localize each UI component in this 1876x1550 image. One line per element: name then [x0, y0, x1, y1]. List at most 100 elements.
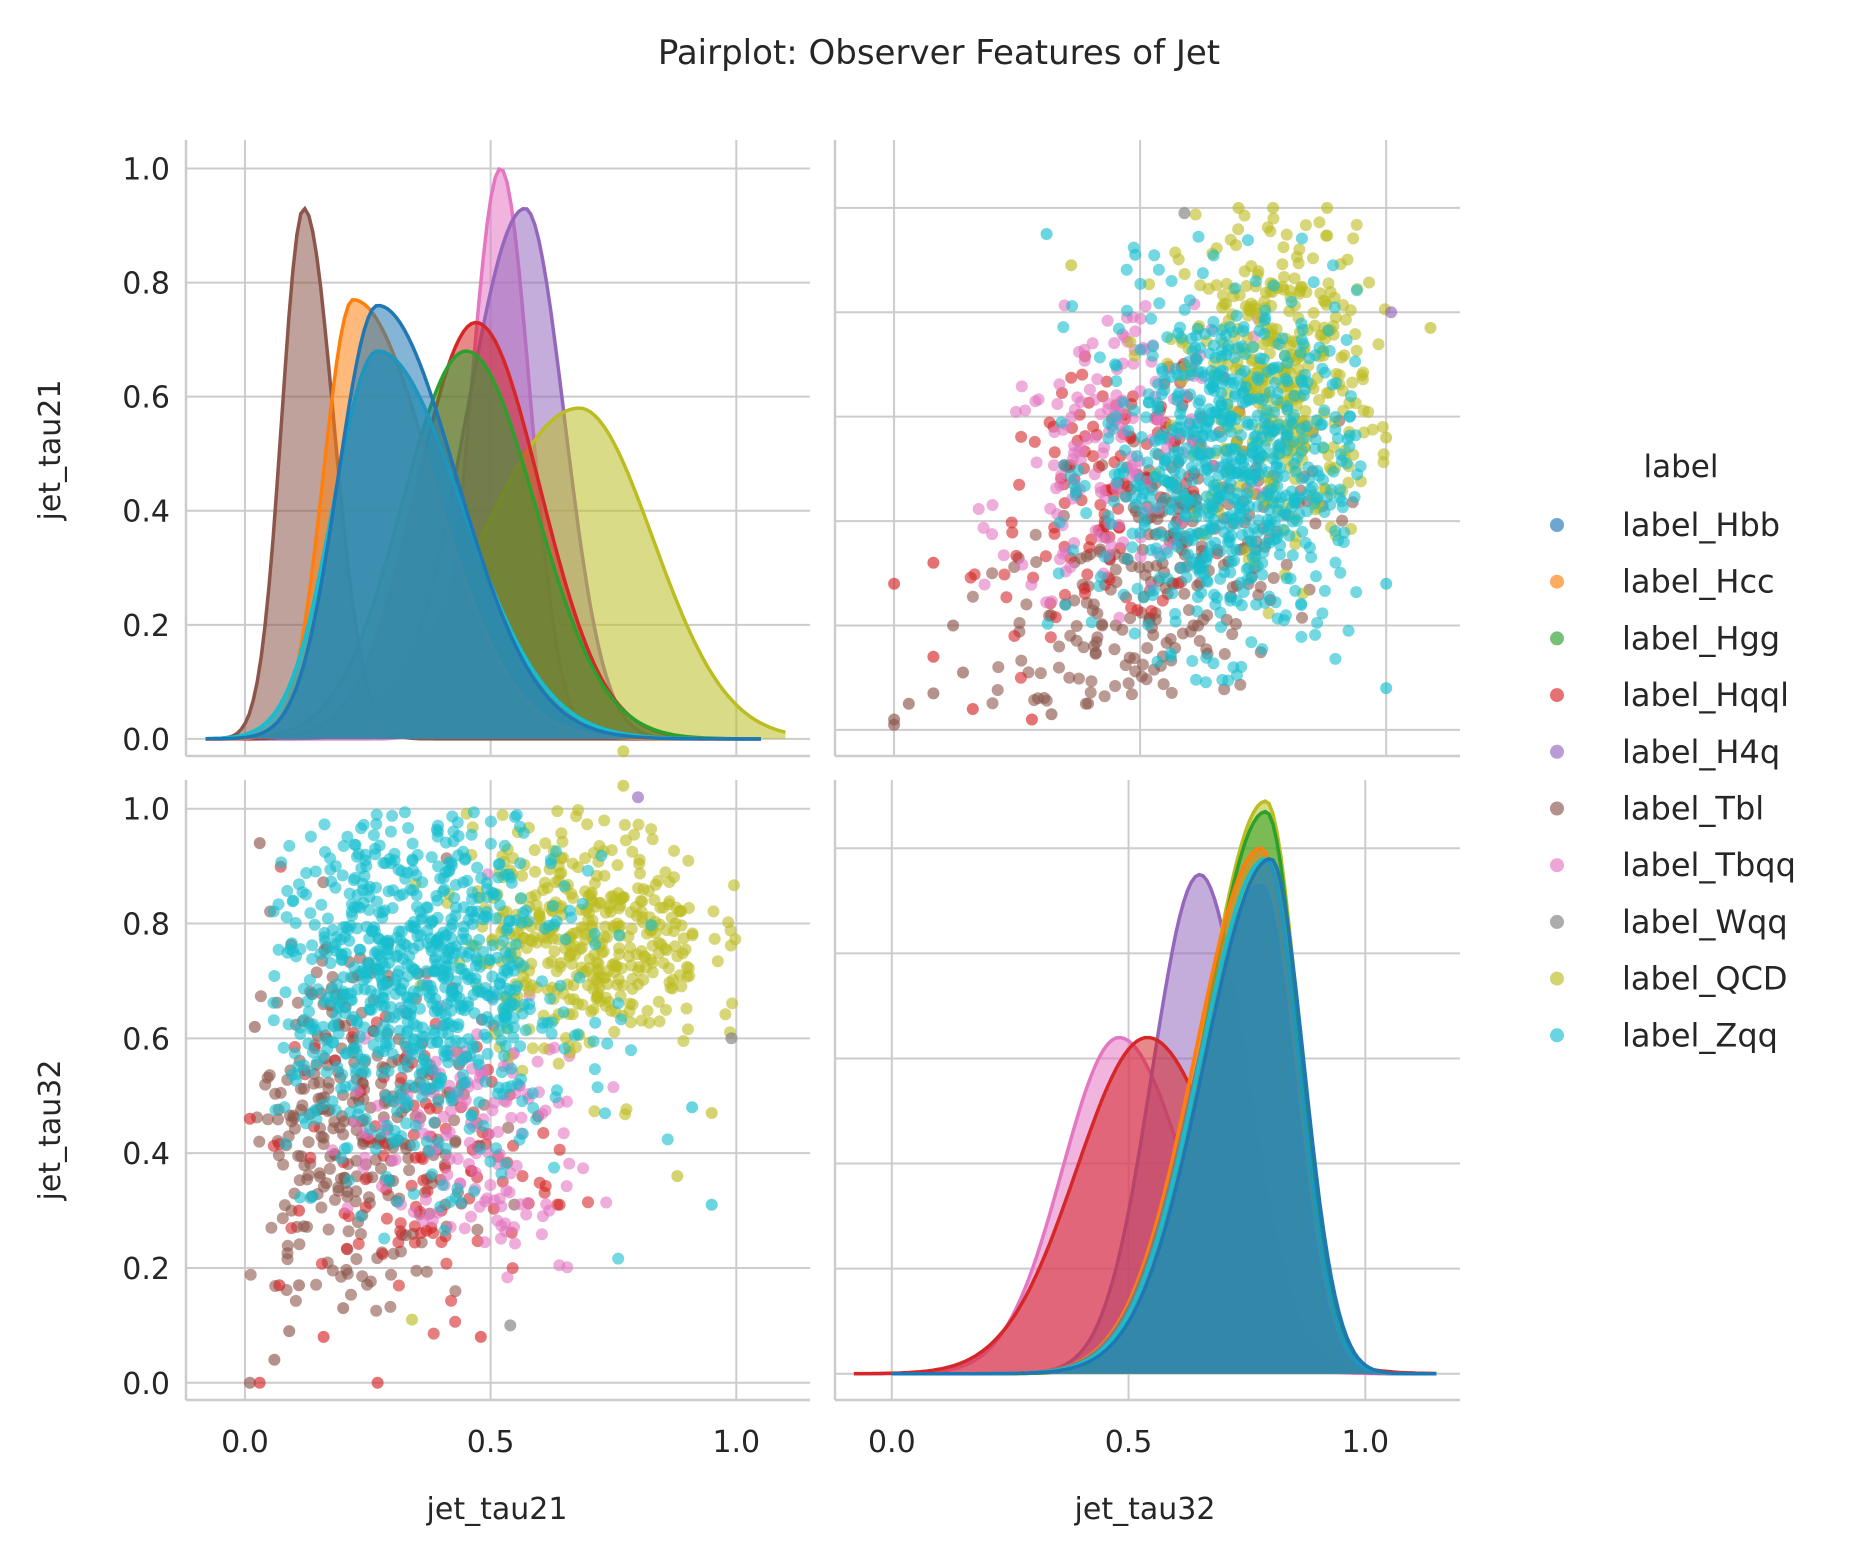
scatter-point-label_Zqq	[440, 1044, 453, 1057]
scatter-point-label_Tbqq	[458, 1222, 471, 1235]
scatter-point-label_Zqq	[408, 920, 421, 933]
scatter-point-label_Hqql	[440, 1257, 453, 1270]
scatter-point-label_Zqq	[306, 1046, 319, 1059]
scatter-point-label_Zqq	[382, 1065, 395, 1078]
scatter-point-label_QCD	[659, 1003, 672, 1016]
scatter-point-label_Tbl	[1096, 618, 1108, 631]
scatter-point-label_QCD	[1065, 259, 1078, 272]
scatter-point-label_Tbl	[902, 697, 915, 710]
scatter-point-label_Zqq	[1121, 552, 1134, 565]
scatter-point-label_QCD	[1372, 338, 1385, 351]
scatter-point-label_Zqq	[325, 995, 338, 1008]
scatter-point-label_Zqq	[601, 1037, 614, 1050]
kde-line-label_Hbb	[891, 857, 1437, 1376]
scatter-point-label_Tbqq	[1078, 354, 1091, 367]
scatter-point-label_QCD	[1277, 241, 1290, 254]
scatter-point-label_Zqq	[398, 806, 411, 819]
scatter-point-label_Zqq	[1158, 384, 1171, 397]
scatter-point-label_Tbl	[1218, 648, 1231, 660]
scatter-point-label_Zqq	[1329, 556, 1342, 569]
scatter-point-label_Zqq	[376, 991, 389, 1004]
scatter-point-label_Zqq	[1136, 483, 1149, 496]
scatter-point-label_QCD	[599, 920, 612, 933]
legend-label-label_Hcc: label_Hcc	[1622, 563, 1775, 601]
scatter-point-label_Zqq	[1191, 591, 1204, 604]
scatter-point-label_QCD	[1267, 201, 1279, 214]
scatter-point-label_Zqq	[406, 1043, 419, 1056]
scatter-point-label_Zqq	[1239, 395, 1252, 408]
scatter-point-label_Zqq	[472, 1054, 485, 1067]
scatter-point-label_Hqql	[582, 1196, 594, 1209]
scatter-point-label_Zqq	[1193, 561, 1206, 574]
scatter-point-label_QCD	[1232, 201, 1245, 214]
scatter-point-label_Hqql	[359, 1173, 372, 1186]
scatter-point-label_QCD	[570, 1041, 582, 1054]
scatter-point-label_Zqq	[351, 850, 363, 863]
scatter-point-label_Tbl	[403, 1164, 416, 1177]
scatter-point-label_Zqq	[457, 920, 470, 933]
scatter-point-label_Zqq	[1289, 465, 1302, 478]
panel-scatter-tau21-vs-tau32	[184, 745, 810, 1402]
scatter-point-label_QCD	[605, 844, 618, 857]
scatter-point-label_Hqql	[1013, 478, 1026, 491]
scatter-point-label_Zqq	[548, 1161, 560, 1174]
scatter-point-label_Hqql	[340, 1242, 353, 1255]
scatter-point-label_QCD	[590, 869, 603, 882]
scatter-point-label_Tbqq	[515, 1111, 528, 1124]
scatter-point-label_Hqql	[376, 1248, 389, 1260]
scatter-point-label_Zqq	[1146, 483, 1159, 496]
scatter-point-label_Tbqq	[977, 521, 990, 534]
scatter-point-label_Zqq	[513, 1133, 526, 1146]
scatter-point-label_Zqq	[461, 1000, 474, 1013]
scatter-point-label_Tbl	[1030, 556, 1043, 568]
scatter-point-label_Tbl	[1063, 671, 1076, 684]
scatter-point-label_Tbl	[253, 1135, 266, 1148]
scatter-point-label_Tbqq	[1089, 524, 1102, 537]
scatter-point-label_Zqq	[1267, 452, 1280, 465]
scatter-point-label_Tbl	[272, 1149, 285, 1162]
scatter-point-label_Zqq	[1142, 388, 1155, 401]
scatter-point-label_Zqq	[505, 1080, 518, 1093]
scatter-point-label_Zqq	[1067, 544, 1079, 557]
scatter-point-label_Zqq	[1117, 588, 1130, 601]
scatter-point-label_Zqq	[1180, 571, 1193, 584]
scatter-point-label_QCD	[1362, 405, 1375, 418]
scatter-point-label_Zqq	[341, 988, 354, 1000]
scatter-point-label_Zqq	[1190, 673, 1202, 686]
scatter-point-label_Zqq	[282, 1018, 295, 1031]
scatter-point-label_QCD	[1321, 229, 1334, 242]
scatter-point-label_Zqq	[268, 970, 281, 982]
scatter-point-label_Zqq	[483, 953, 496, 966]
scatter-point-label_Zqq	[386, 1132, 399, 1145]
legend-label-label_Wqq: label_Wqq	[1622, 903, 1788, 941]
scatter-point-label_Zqq	[477, 1119, 490, 1132]
legend-title: label	[1644, 449, 1719, 485]
scatter-point-label_Zqq	[1316, 607, 1329, 620]
scatter-point-label_Zqq	[1190, 354, 1203, 367]
scatter-point-label_Zqq	[1234, 429, 1247, 442]
scatter-point-label_Zqq	[396, 888, 409, 901]
scatter-point-label_Tbl	[310, 1278, 323, 1291]
scatter-point-label_Zqq	[384, 825, 397, 838]
scatter-point-label_Zqq	[1252, 526, 1265, 538]
scatter-point-label_Hqql	[1079, 587, 1091, 600]
scatter-point-label_Zqq	[494, 977, 507, 990]
scatter-point-label_Zqq	[300, 867, 313, 879]
scatter-point-label_Zqq	[299, 1117, 312, 1130]
scatter-point-label_Zqq	[411, 930, 424, 943]
scatter-point-label_Tbqq	[505, 1111, 518, 1124]
scatter-point-label_Zqq	[467, 806, 480, 819]
scatter-point-label_Zqq	[1305, 551, 1318, 564]
scatter-point-label_Zqq	[1191, 322, 1204, 335]
legend-label-label_H4q: label_H4q	[1622, 733, 1780, 771]
scatter-point-label_Zqq	[613, 929, 626, 942]
scatter-point-label_Zqq	[1040, 228, 1053, 240]
scatter-point-label_Hqql	[927, 650, 940, 663]
scatter-point-label_Zqq	[1271, 394, 1283, 407]
scatter-point-label_Hqql	[285, 1222, 298, 1235]
scatter-point-label_QCD	[566, 1008, 579, 1021]
scatter-point-label_Zqq	[395, 1130, 408, 1143]
scatter-point-label_Zqq	[1168, 464, 1181, 477]
scatter-point-label_Zqq	[321, 912, 334, 925]
scatter-point-label_Zqq	[1335, 495, 1348, 508]
